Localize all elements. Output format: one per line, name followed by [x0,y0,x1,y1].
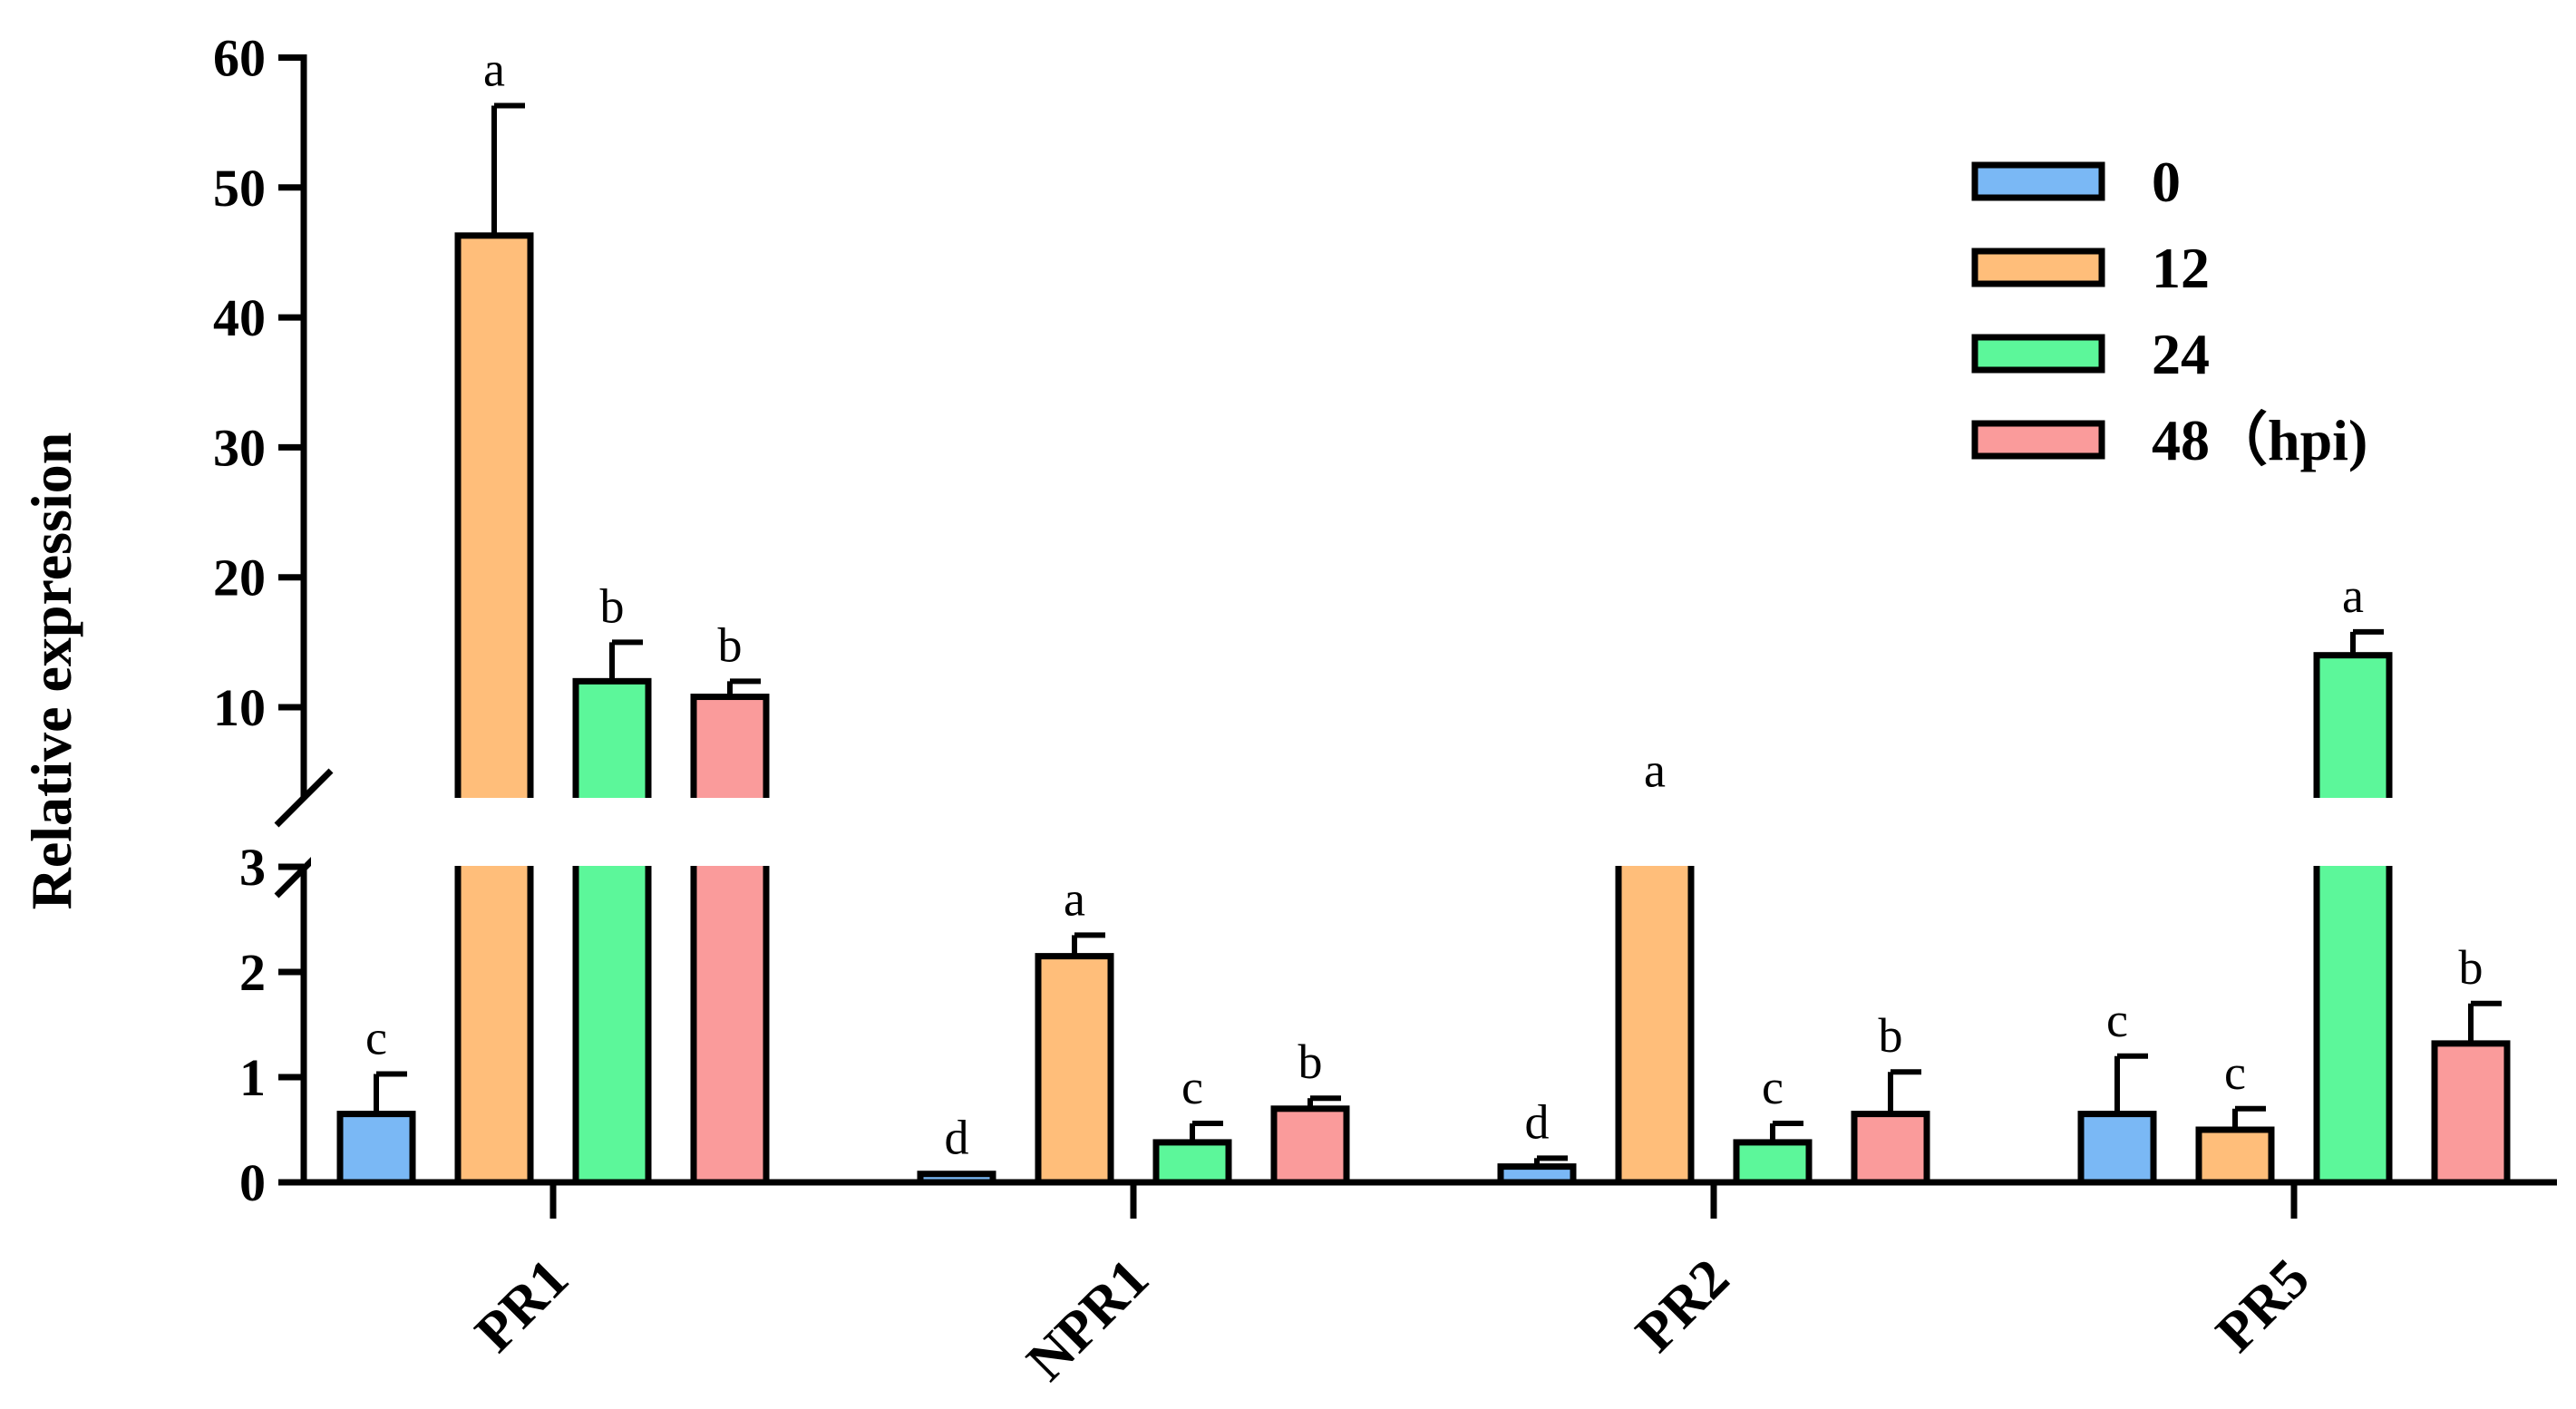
bar-48hpi-PR1 [690,694,770,1186]
y-tick-label: 10 [213,678,266,737]
significance-letter: c [1762,1060,1784,1114]
legend-swatch [1971,161,2105,201]
legend-label: 48（hpi) [2152,408,2367,472]
bar-24-NPR1 [1152,1139,1232,1186]
y-tick-label: 0 [239,1153,266,1212]
bar-24-PR2 [1733,1139,1813,1186]
axis-break-gap [311,798,2560,866]
legend-label: 24 [2152,322,2210,386]
significance-letter: c [365,1011,387,1065]
significance-letter: d [945,1111,969,1165]
x-tick-label: PR2 [1624,1248,1740,1364]
significance-letter: c [1181,1060,1203,1114]
significance-letter: a [2342,568,2364,623]
bar-24-PR5 [2313,652,2393,1186]
significance-letter: b [600,578,625,633]
bar-0-PR5 [2077,1111,2157,1186]
x-tick-label: PR1 [463,1248,579,1364]
legend-swatch [1971,334,2105,374]
significance-letter: c [2106,993,2128,1047]
axis-break-mark [274,768,334,828]
y-tick-label: 50 [213,159,266,218]
legend-label: 12 [2152,236,2210,300]
y-axis-label: Relative expression [19,432,83,910]
significance-letter: d [1525,1094,1550,1149]
bar-12-PR1 [454,232,534,1186]
y-tick-label: 20 [213,549,266,607]
y-tick-label: 40 [213,288,266,347]
significance-letter: b [1879,1008,1903,1063]
y-tick-label: 60 [213,29,266,88]
bar-24-PR1 [572,677,652,1186]
bar-0-NPR1 [917,1171,996,1186]
significance-letter: c [2224,1045,2246,1100]
y-tick-label: 2 [239,943,266,1002]
significance-letter: a [1644,743,1666,797]
legend: 0 12 24 48（hpi) [1971,150,2367,472]
bar-0-PR1 [336,1111,416,1186]
y-tick-label: 30 [213,418,266,477]
significance-letter: b [718,617,743,672]
legend-swatch [1971,420,2105,460]
bar-12-NPR1 [1035,953,1114,1186]
legend-label: 0 [2152,150,2181,214]
significance-letter: b [1298,1035,1323,1089]
bar-12-PR5 [2195,1126,2275,1186]
significance-letter: a [483,43,505,97]
y-tick-label: 1 [239,1048,266,1107]
bar-0-PR2 [1497,1163,1577,1186]
bar-48hpi-NPR1 [1270,1105,1350,1186]
bar-48hpi-PR5 [2431,1040,2511,1186]
bar-12-PR2 [1615,831,1695,1186]
bar-48hpi-PR2 [1851,1111,1930,1186]
significance-letter: b [2459,940,2484,995]
legend-swatch [1971,248,2105,287]
x-tick-label: NPR1 [1016,1248,1161,1393]
y-tick-label: 3 [239,838,266,897]
x-tick-label: PR5 [2204,1248,2320,1364]
significance-letter: a [1064,871,1085,926]
